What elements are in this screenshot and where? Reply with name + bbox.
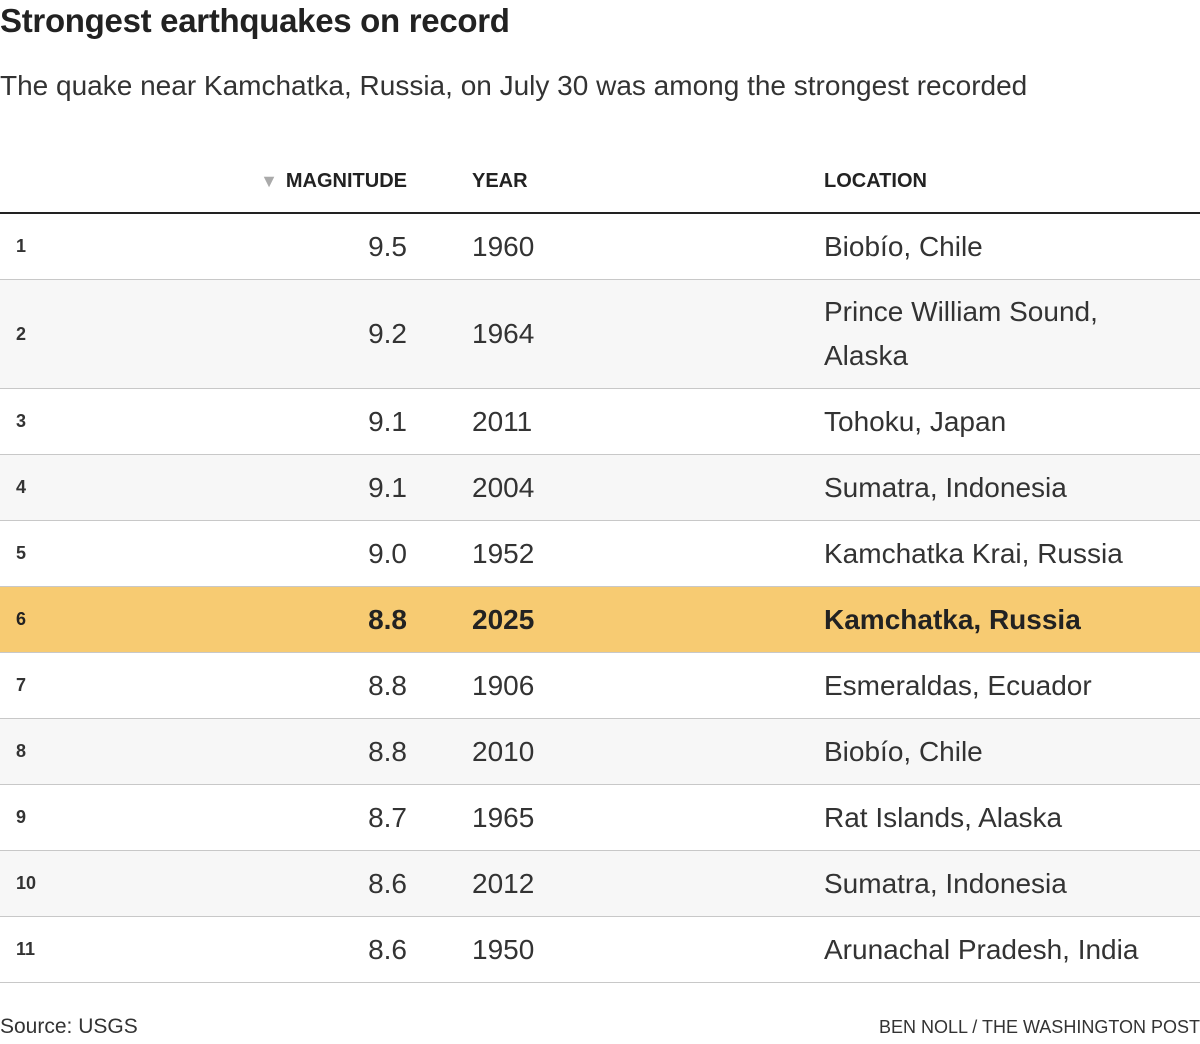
rank-cell: 10 [0,850,200,917]
year-cell: 2025 [407,586,824,653]
column-label: LOCATION [824,169,927,192]
location-cell: Rat Islands, Alaska [824,784,1200,851]
rank-cell: 3 [0,388,200,455]
rank-header [0,150,200,214]
table-row: 3 9.1 2011 Tohoku, Japan [0,388,1200,455]
magnitude-cell: 8.8 [200,718,407,785]
location-cell: Prince William Sound, Alaska [824,279,1200,389]
year-cell: 1965 [407,784,824,851]
rank-cell: 2 [0,279,200,389]
source: Source: USGS [0,1015,138,1038]
column-header[interactable]: YEAR [407,150,824,214]
location-cell: Kamchatka Krai, Russia [824,520,1200,587]
table-row: 5 9.0 1952 Kamchatka Krai, Russia [0,520,1200,587]
year-cell: 2010 [407,718,824,785]
rank-cell: 5 [0,520,200,587]
credit: BEN NOLL / THE WASHINGTON POST [878,1017,1200,1037]
rank-cell: 11 [0,916,200,983]
table-row: 8 8.8 2010 Biobío, Chile [0,718,1200,785]
magnitude-cell: 9.1 [200,388,407,455]
column-header[interactable]: LOCATION [824,150,1200,214]
magnitude-cell: 9.2 [200,279,407,389]
rank-cell: 7 [0,652,200,719]
rank-cell: 9 [0,784,200,851]
subtitle: The quake near Kamchatka, Russia, on Jul… [0,70,1028,101]
location-cell: Biobío, Chile [824,718,1200,785]
year-cell: 2004 [407,454,824,521]
location-cell: Arunachal Pradesh, India [824,916,1200,983]
location-cell: Sumatra, Indonesia [824,850,1200,917]
column-label: MAGNITUDE [285,169,407,192]
magnitude-cell: 8.8 [200,652,407,719]
magnitude-cell: 9.5 [200,213,407,280]
column-header[interactable]: ▼ MAGNITUDE [200,150,407,214]
year-cell: 2011 [407,388,824,455]
rank-cell: 1 [0,213,200,280]
title: Strongest earthquakes on record [0,2,510,39]
magnitude-cell: 8.8 [200,586,407,653]
magnitude-cell: 9.1 [200,454,407,521]
table-row: 1 9.5 1960 Biobío, Chile [0,213,1200,280]
year-cell: 1964 [407,279,824,389]
year-cell: 1950 [407,916,824,983]
location-cell: Sumatra, Indonesia [824,454,1200,521]
table-row: 2 9.2 1964 Prince William Sound, Alaska [0,279,1200,389]
magnitude-cell: 8.6 [200,916,407,983]
year-cell: 1906 [407,652,824,719]
location-cell: Kamchatka, Russia [824,586,1200,653]
header-row: ▼ MAGNITUDE YEAR LOCATION [0,150,1200,214]
location-cell: Biobío, Chile [824,213,1200,280]
magnitude-cell: 8.6 [200,850,407,917]
table-row: 6 8.8 2025 Kamchatka, Russia [0,586,1200,653]
table-row: 11 8.6 1950 Arunachal Pradesh, India [0,916,1200,983]
year-cell: 2012 [407,850,824,917]
rank-cell: 4 [0,454,200,521]
sort-icon: ▼ [260,170,278,191]
column-label: YEAR [472,169,528,192]
location-cell: Esmeraldas, Ecuador [824,652,1200,719]
location-cell: Tohoku, Japan [824,388,1200,455]
year-cell: 1960 [407,213,824,280]
rank-cell: 8 [0,718,200,785]
magnitude-cell: 9.0 [200,520,407,587]
year-cell: 1952 [407,520,824,587]
table-row: 9 8.7 1965 Rat Islands, Alaska [0,784,1200,851]
rank-cell: 6 [0,586,200,653]
table: ▼ MAGNITUDE YEAR LOCATION 1 9.5 1960 Biobío,… [0,150,1200,983]
magnitude-cell: 8.7 [200,784,407,851]
table-row: 10 8.6 2012 Sumatra, Indonesia [0,850,1200,917]
table-row: 7 8.8 1906 Esmeraldas, Ecuador [0,652,1200,719]
table-body: 1 9.5 1960 Biobío, Chile 2 9.2 1964 Prince Will… [0,213,1200,983]
table-row: 4 9.1 2004 Sumatra, Indonesia [0,454,1200,521]
